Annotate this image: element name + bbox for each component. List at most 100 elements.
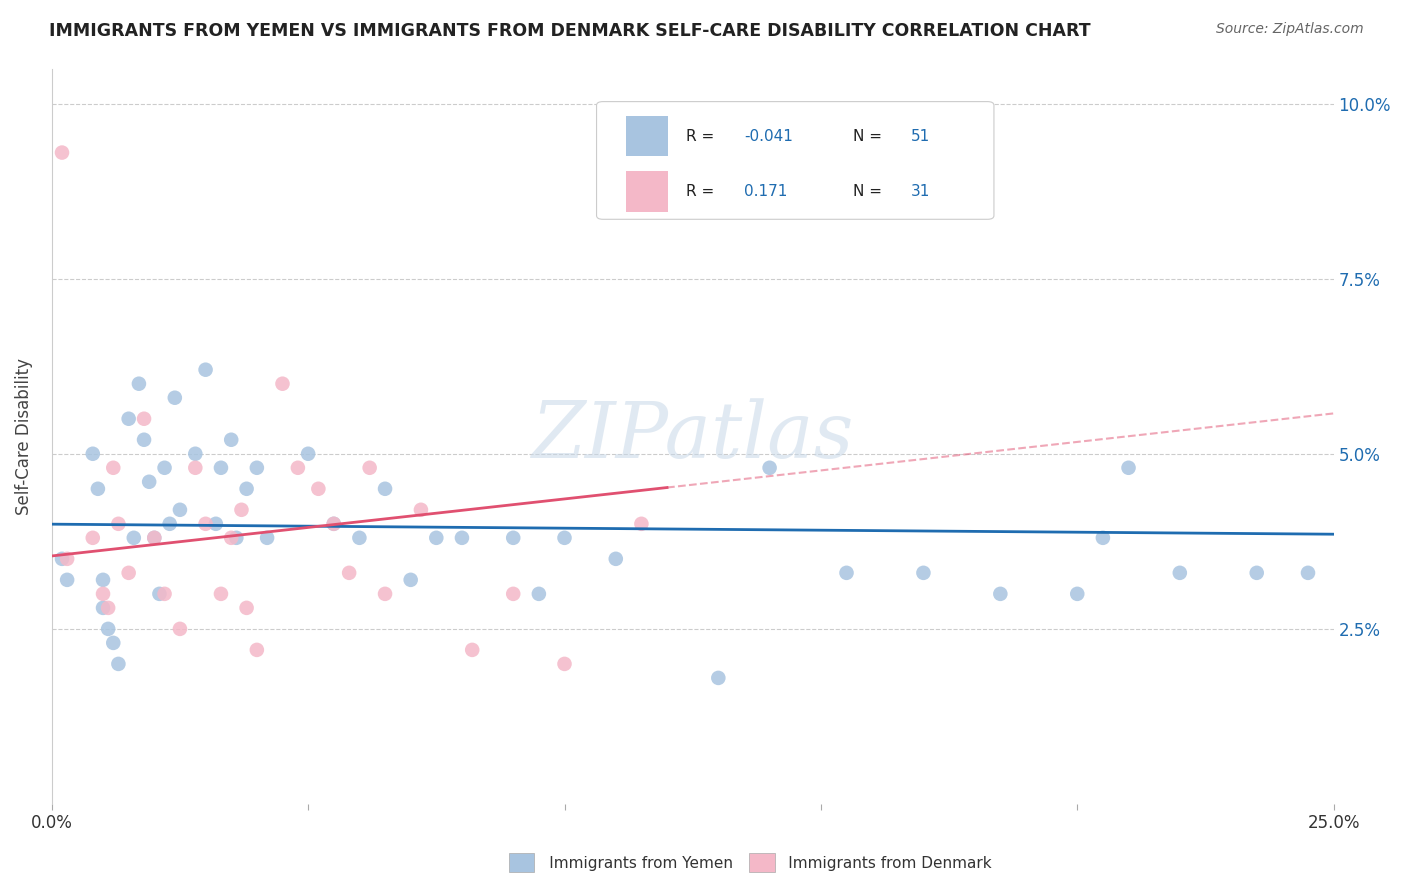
Point: [132, 411, 155, 425]
Point: [153, 460, 176, 475]
Point: [1091, 531, 1114, 545]
Point: [91, 573, 114, 587]
Text: 31: 31: [911, 184, 929, 199]
Point: [169, 622, 191, 636]
Text: R =: R =: [686, 184, 720, 199]
Point: [138, 475, 160, 489]
Point: [1296, 566, 1319, 580]
Bar: [626, 171, 668, 211]
Point: [122, 531, 145, 545]
Point: [132, 433, 155, 447]
Point: [82, 447, 104, 461]
Point: [56, 573, 79, 587]
Bar: [509, 853, 534, 872]
Point: [97, 622, 120, 636]
Point: [118, 566, 141, 580]
Point: [425, 531, 447, 545]
Point: [553, 531, 575, 545]
Point: [707, 671, 730, 685]
Point: [502, 531, 524, 545]
Point: [399, 573, 422, 587]
Point: [912, 566, 935, 580]
Point: [297, 447, 319, 461]
Point: [630, 516, 652, 531]
Point: [163, 391, 186, 405]
Point: [91, 587, 114, 601]
Point: [835, 566, 858, 580]
Point: [349, 531, 371, 545]
Point: [235, 482, 257, 496]
Point: [758, 460, 780, 475]
Point: [82, 531, 104, 545]
Point: [148, 587, 170, 601]
Point: [87, 482, 110, 496]
Text: -0.041: -0.041: [744, 128, 793, 144]
Point: [91, 600, 114, 615]
Y-axis label: Self-Care Disability: Self-Care Disability: [15, 358, 32, 515]
Point: [103, 460, 125, 475]
Point: [461, 643, 484, 657]
Point: [169, 503, 191, 517]
Point: [143, 531, 166, 545]
Point: [359, 460, 381, 475]
Point: [1168, 566, 1191, 580]
Point: [287, 460, 309, 475]
Point: [1118, 460, 1140, 475]
Point: [1066, 587, 1088, 601]
FancyBboxPatch shape: [596, 102, 994, 219]
Text: IMMIGRANTS FROM YEMEN VS IMMIGRANTS FROM DENMARK SELF-CARE DISABILITY CORRELATIO: IMMIGRANTS FROM YEMEN VS IMMIGRANTS FROM…: [49, 22, 1091, 40]
Point: [322, 516, 344, 531]
Point: [97, 600, 120, 615]
Point: [1246, 566, 1268, 580]
Text: 51: 51: [911, 128, 929, 144]
Text: N =: N =: [853, 184, 887, 199]
Point: [374, 587, 396, 601]
Point: [184, 447, 207, 461]
Point: [307, 482, 329, 496]
Point: [194, 516, 217, 531]
Point: [235, 600, 257, 615]
Point: [205, 516, 228, 531]
Point: [271, 376, 294, 391]
Text: N =: N =: [853, 128, 887, 144]
Point: [194, 362, 217, 376]
Point: [143, 531, 166, 545]
Bar: [749, 853, 775, 872]
Point: [219, 531, 242, 545]
Point: [219, 433, 242, 447]
Point: [256, 531, 278, 545]
Point: [159, 516, 181, 531]
Text: R =: R =: [686, 128, 720, 144]
Text: ZIPatlas: ZIPatlas: [531, 398, 853, 475]
Point: [231, 503, 253, 517]
Point: [605, 551, 627, 566]
Point: [118, 411, 141, 425]
Text: Source: ZipAtlas.com: Source: ZipAtlas.com: [1216, 22, 1364, 37]
Text: Immigrants from Yemen: Immigrants from Yemen: [520, 856, 733, 871]
Point: [502, 587, 524, 601]
Point: [107, 516, 129, 531]
Point: [527, 587, 550, 601]
Point: [209, 460, 232, 475]
Point: [374, 482, 396, 496]
Point: [246, 643, 269, 657]
Point: [409, 503, 432, 517]
Point: [51, 145, 73, 160]
Point: [451, 531, 474, 545]
Point: [128, 376, 150, 391]
Point: [103, 636, 125, 650]
Point: [246, 460, 269, 475]
Point: [209, 587, 232, 601]
Text: Immigrants from Denmark: Immigrants from Denmark: [759, 856, 991, 871]
Point: [51, 551, 73, 566]
Point: [553, 657, 575, 671]
Text: 0.171: 0.171: [744, 184, 787, 199]
Point: [56, 551, 79, 566]
Point: [107, 657, 129, 671]
Point: [184, 460, 207, 475]
Point: [225, 531, 247, 545]
Bar: [626, 116, 668, 156]
Point: [337, 566, 360, 580]
Point: [322, 516, 344, 531]
Point: [153, 587, 176, 601]
